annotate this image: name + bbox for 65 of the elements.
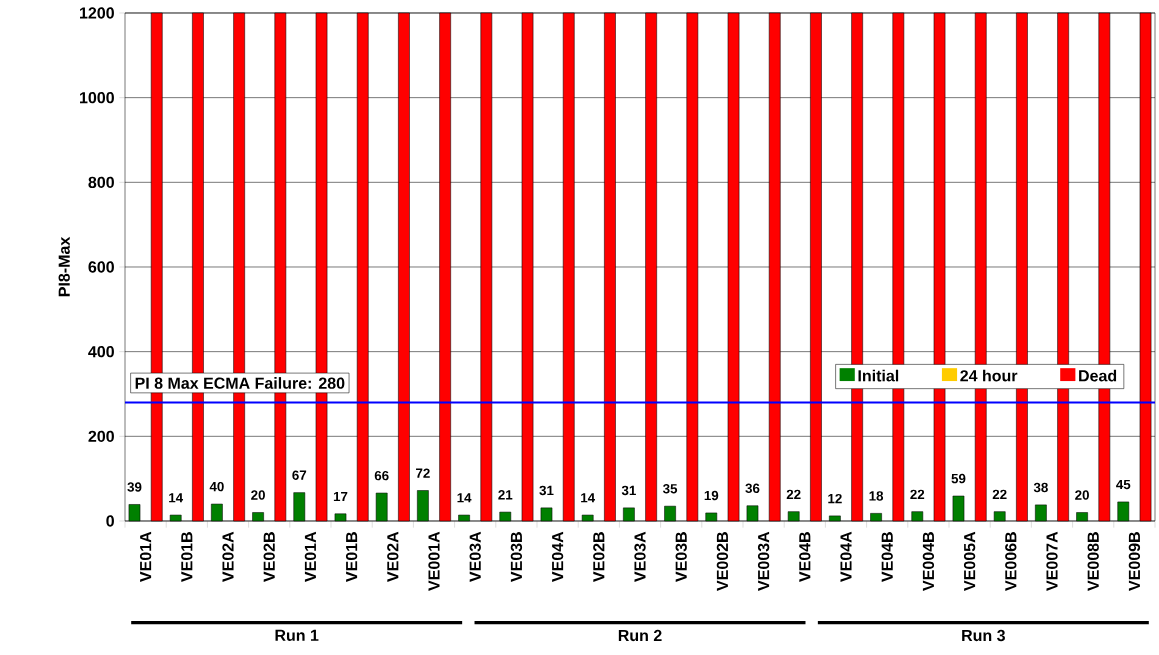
data-label: 22 <box>910 489 925 499</box>
x-tick-label: VE02A <box>387 531 399 582</box>
x-tick-label: VE001A <box>428 531 440 591</box>
data-label: 14 <box>457 493 472 503</box>
x-tick-label: VE008B <box>1087 532 1099 591</box>
x-tick-label: VE01A <box>304 531 317 582</box>
y-tick-label: 600 <box>88 261 114 273</box>
x-tick-label: VE01B <box>345 532 358 582</box>
text: Run 1 <box>275 629 319 641</box>
y-tick-label: 1000 <box>80 92 114 104</box>
x-tick-label: VE03A <box>469 531 481 582</box>
data-label: 17 <box>333 491 348 502</box>
x-tick-label: VE04B <box>799 532 811 582</box>
text: Run 3 <box>962 629 1005 642</box>
x-tick-label: VE007A <box>1046 531 1058 591</box>
x-tick-label: VE004B <box>922 532 935 591</box>
data-label: 36 <box>745 483 760 494</box>
y-tick-label: 400 <box>88 345 114 358</box>
x-tick-label: VE003A <box>757 531 770 591</box>
y-axis-title: PI8-Max <box>58 236 70 297</box>
data-label: 35 <box>662 484 678 494</box>
x-tick-label: VE04B <box>881 532 893 582</box>
legend-label: 24 hour <box>960 369 1018 382</box>
data-label: 31 <box>621 485 636 496</box>
data-label: 72 <box>416 468 430 478</box>
y-tick-label: 0 <box>106 515 114 527</box>
x-tick-label: VE005A <box>963 531 976 591</box>
x-tick-label: VE02A <box>222 531 234 582</box>
data-label: 45 <box>1116 479 1131 490</box>
x-tick-label: VE04A <box>551 531 564 582</box>
x-tick-label: VE03B <box>675 532 687 582</box>
text: Run 2 <box>618 629 662 642</box>
data-label: 40 <box>209 481 224 492</box>
data-label: 67 <box>292 470 307 480</box>
data-label: 20 <box>251 490 265 500</box>
x-tick-label: VE01B <box>181 532 193 582</box>
data-label: 31 <box>539 485 554 496</box>
data-label: 59 <box>951 473 966 484</box>
y-tick-label: 800 <box>88 176 114 188</box>
x-tick-label: VE002B <box>716 532 729 591</box>
y-tick-label: 200 <box>88 430 114 442</box>
y-tick-label: 1200 <box>80 7 114 19</box>
data-label: 14 <box>169 493 184 503</box>
data-label: 38 <box>1033 482 1048 493</box>
x-tick-label: VE02B <box>263 532 275 582</box>
data-label: 12 <box>828 493 842 504</box>
legend-label: Initial <box>858 369 899 382</box>
data-label: 39 <box>127 482 142 492</box>
ref-line-label: PI 8 Max ECMA Failure: 280 <box>135 377 345 389</box>
x-tick-label: VE03A <box>634 531 646 582</box>
legend-label: Dead <box>1079 369 1117 382</box>
data-label: 20 <box>1075 490 1089 500</box>
data-label: 22 <box>992 489 1007 499</box>
data-label: 21 <box>498 490 513 500</box>
data-label: 66 <box>374 470 389 481</box>
x-tick-label: VE009B <box>1128 532 1141 591</box>
data-label: 19 <box>704 490 719 501</box>
data-label: 14 <box>581 493 596 503</box>
x-tick-label: VE04A <box>840 531 852 582</box>
x-tick-label: VE006B <box>1005 532 1017 591</box>
data-label: 18 <box>869 491 884 501</box>
x-tick-label: VE01A <box>139 531 152 582</box>
x-tick-label: VE03B <box>510 532 523 582</box>
data-label: 22 <box>786 489 801 499</box>
x-tick-label: VE02B <box>593 532 605 582</box>
